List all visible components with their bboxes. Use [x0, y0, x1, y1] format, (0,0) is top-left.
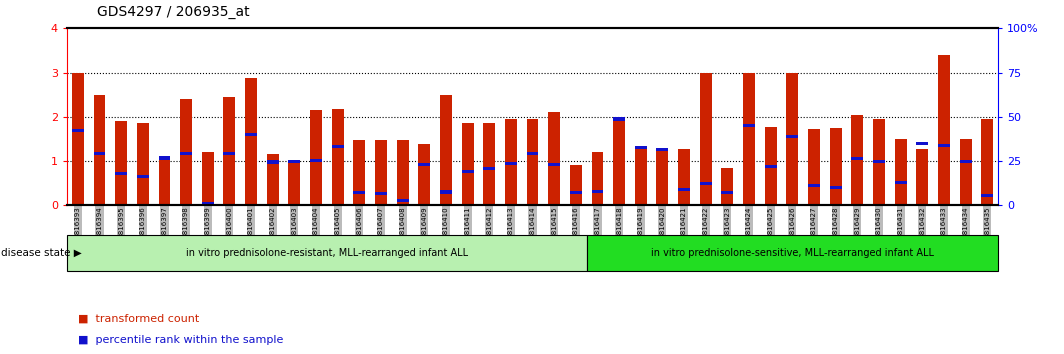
Bar [570, 165, 582, 205]
Bar [613, 118, 625, 121]
Bar [288, 161, 300, 205]
Bar [310, 159, 322, 162]
Bar [548, 113, 560, 205]
Bar [592, 152, 603, 205]
Bar [94, 152, 105, 155]
Bar [375, 192, 387, 195]
Bar [137, 124, 149, 205]
Bar [916, 149, 928, 205]
Bar [765, 165, 777, 168]
Bar [635, 149, 647, 205]
Bar [72, 73, 84, 205]
Bar [938, 144, 950, 147]
Bar [895, 139, 907, 205]
Bar [765, 127, 777, 205]
Text: ■  transformed count: ■ transformed count [78, 314, 199, 324]
Bar [700, 182, 712, 185]
Bar [288, 160, 300, 162]
Bar [721, 192, 733, 194]
Bar [223, 97, 235, 205]
Bar [586, 235, 998, 271]
Bar [202, 202, 214, 206]
Bar [743, 73, 755, 205]
Bar [872, 160, 885, 162]
Bar [960, 160, 971, 162]
Bar [656, 148, 668, 205]
Bar [656, 148, 668, 151]
Bar [137, 175, 149, 178]
Bar [180, 152, 193, 155]
Bar [527, 152, 538, 155]
Bar [332, 145, 344, 148]
Bar [440, 95, 452, 205]
Bar [895, 181, 907, 184]
Bar [223, 152, 235, 155]
Bar [353, 140, 365, 205]
Text: GDS4297 / 206935_at: GDS4297 / 206935_at [97, 5, 250, 19]
Bar [483, 124, 495, 205]
Bar [830, 129, 842, 205]
Bar [981, 119, 993, 205]
Bar [332, 109, 344, 205]
Bar [159, 156, 170, 160]
Bar [94, 95, 105, 205]
Bar [527, 119, 538, 205]
Bar [353, 192, 365, 194]
Bar [67, 235, 586, 271]
Text: in vitro prednisolone-resistant, MLL-rearranged infant ALL: in vitro prednisolone-resistant, MLL-rea… [186, 248, 468, 258]
Bar [938, 55, 950, 205]
Bar [851, 115, 863, 205]
Bar [808, 129, 820, 205]
Bar [851, 157, 863, 160]
Bar [375, 140, 387, 205]
Text: in vitro prednisolone-sensitive, MLL-rearranged infant ALL: in vitro prednisolone-sensitive, MLL-rea… [651, 248, 934, 258]
Bar [700, 74, 712, 205]
Bar [505, 162, 517, 165]
Bar [786, 135, 798, 138]
Bar [180, 99, 193, 205]
Bar [462, 124, 473, 205]
Bar [613, 117, 625, 205]
Bar [872, 119, 885, 205]
Bar [981, 194, 993, 197]
Bar [397, 140, 409, 205]
Bar [462, 170, 473, 173]
Bar [72, 129, 84, 132]
Bar [310, 110, 322, 205]
Bar [159, 156, 170, 205]
Bar [245, 133, 257, 136]
Bar [267, 160, 279, 164]
Bar [678, 188, 691, 192]
Bar [786, 74, 798, 205]
Text: disease state ▶: disease state ▶ [1, 248, 82, 258]
Bar [202, 152, 214, 205]
Text: ■  percentile rank within the sample: ■ percentile rank within the sample [78, 335, 283, 345]
Bar [635, 146, 647, 149]
Bar [505, 119, 517, 205]
Bar [115, 172, 127, 175]
Bar [548, 162, 560, 166]
Bar [397, 199, 409, 202]
Bar [916, 142, 928, 145]
Bar [115, 121, 127, 205]
Bar [483, 167, 495, 170]
Bar [743, 124, 755, 127]
Bar [418, 144, 430, 205]
Bar [440, 190, 452, 194]
Bar [592, 190, 603, 193]
Bar [960, 139, 971, 205]
Bar [808, 184, 820, 187]
Bar [570, 192, 582, 194]
Bar [418, 163, 430, 166]
Bar [678, 149, 691, 205]
Bar [721, 168, 733, 205]
Bar [245, 78, 257, 205]
Bar [830, 186, 842, 189]
Bar [267, 154, 279, 205]
